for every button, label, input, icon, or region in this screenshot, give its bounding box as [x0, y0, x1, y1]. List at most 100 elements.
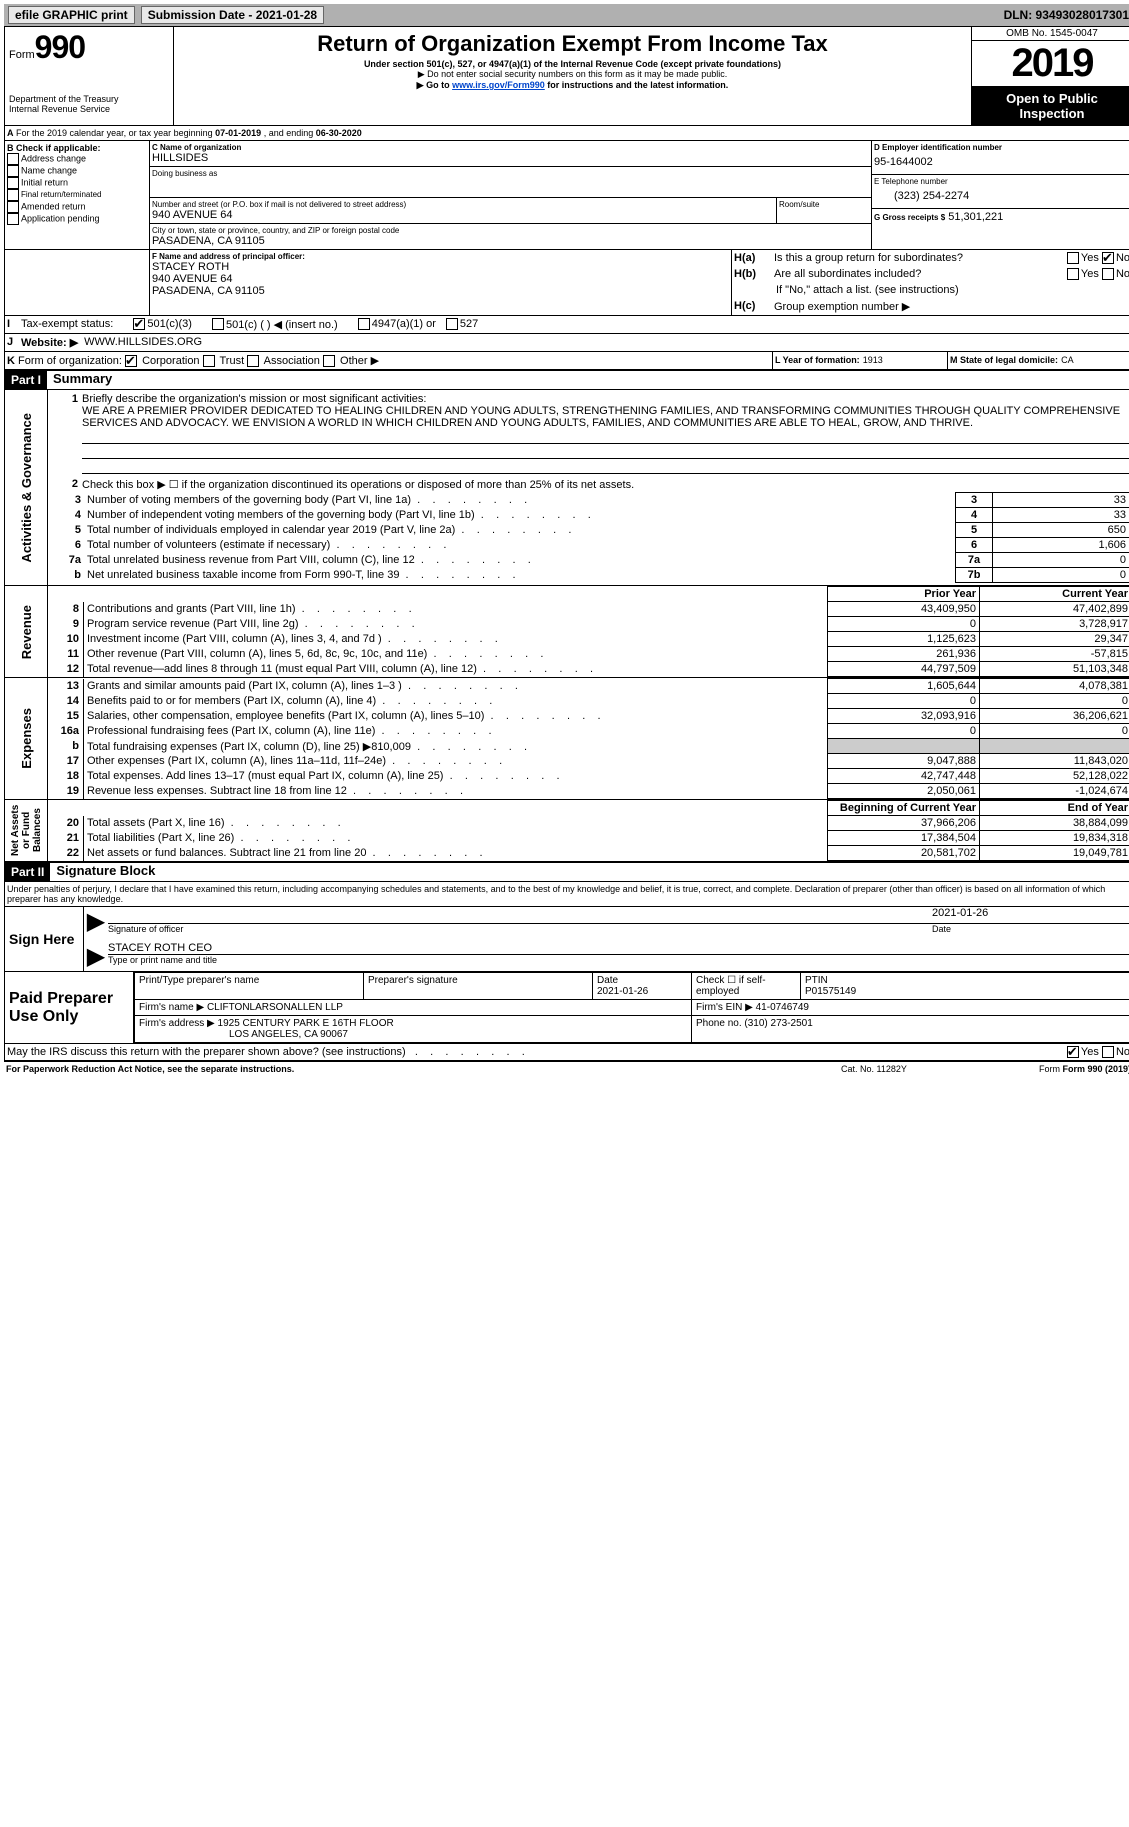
prior-value: 0	[828, 617, 980, 632]
note2-post: for instructions and the latest informat…	[545, 80, 729, 90]
cb-discuss-no[interactable]	[1102, 1046, 1114, 1058]
col-end: End of Year	[980, 801, 1129, 816]
line-value: 650	[993, 523, 1129, 538]
lbl-name-change: Name change	[21, 165, 77, 175]
cb-hb-yes[interactable]	[1067, 268, 1079, 280]
prior-value: 17,384,504	[828, 831, 980, 846]
cb-4947[interactable]	[358, 318, 370, 330]
current-value: 29,347	[980, 632, 1129, 647]
line-num: 14	[48, 694, 84, 709]
officer-name: STACEY ROTH	[152, 261, 729, 273]
cb-final-return[interactable]	[7, 189, 19, 201]
cb-name-change[interactable]	[7, 165, 19, 177]
line-num: 7a	[50, 553, 84, 568]
prior-value: 44,797,509	[828, 662, 980, 677]
firm-ein-value: 41-0746749	[756, 1002, 809, 1013]
line-value: 33	[993, 493, 1129, 508]
cb-other[interactable]	[323, 355, 335, 367]
prep-date-value: 2021-01-26	[597, 986, 648, 997]
cb-assoc[interactable]	[247, 355, 259, 367]
form-name-cell: Form990 Department of the Treasury Inter…	[5, 27, 174, 125]
cb-initial-return[interactable]	[7, 177, 19, 189]
lbl-app-pending: Application pending	[21, 213, 100, 223]
discuss-question: May the IRS discuss this return with the…	[7, 1046, 1067, 1058]
prior-value: 0	[828, 694, 980, 709]
cat-number: Cat. No. 11282Y	[841, 1064, 991, 1074]
box-b-label: B Check if applicable:	[7, 143, 147, 153]
line-num: 12	[48, 662, 84, 677]
line-desc: Total expenses. Add lines 13–17 (must eq…	[84, 769, 828, 784]
hc-question: Group exemption number ▶	[774, 300, 910, 313]
cb-trust[interactable]	[203, 355, 215, 367]
line-num: 19	[48, 784, 84, 799]
irs-link[interactable]: www.irs.gov/Form990	[452, 80, 545, 90]
officer-label: F Name and address of principal officer:	[152, 252, 729, 261]
cb-ha-no[interactable]	[1102, 252, 1114, 264]
current-value: 4,078,381	[980, 679, 1129, 694]
col-begin: Beginning of Current Year	[828, 801, 980, 816]
current-value: 19,049,781	[980, 846, 1129, 861]
line-desc: Total assets (Part X, line 16)	[84, 816, 828, 831]
box-f: F Name and address of principal officer:…	[150, 250, 732, 315]
state-domicile-value: CA	[1061, 355, 1074, 365]
side-netassets: Net Assets or Fund Balances	[5, 800, 48, 861]
form-footer: Form 990 (2019)	[1062, 1064, 1129, 1074]
current-value: 0	[980, 694, 1129, 709]
cb-corp[interactable]	[125, 355, 137, 367]
dln-label: DLN: 93493028017301	[1004, 8, 1129, 22]
prior-value: 42,747,448	[828, 769, 980, 784]
firm-addr-label: Firm's address ▶	[139, 1018, 215, 1029]
street-value: 940 AVENUE 64	[152, 209, 774, 221]
governance-table: 3 Number of voting members of the govern…	[50, 492, 1129, 583]
firm-ein-label: Firm's EIN ▶	[696, 1002, 753, 1013]
k-label: K	[7, 355, 15, 367]
dba-label: Doing business as	[152, 169, 869, 178]
cb-hb-no[interactable]	[1102, 268, 1114, 280]
gross-label: G Gross receipts $	[874, 213, 945, 222]
lbl-yes2: Yes	[1081, 268, 1099, 280]
line-box: 3	[956, 493, 993, 508]
year-cell: OMB No. 1545-0047 2019 Open to Public In…	[972, 27, 1129, 125]
prior-value: 37,966,206	[828, 816, 980, 831]
hc-label: H(c)	[734, 300, 774, 313]
line-desc: Professional fundraising fees (Part IX, …	[84, 724, 828, 739]
line-1-num: 1	[50, 393, 82, 405]
line-desc: Grants and similar amounts paid (Part IX…	[84, 679, 828, 694]
line-value: 0	[993, 553, 1129, 568]
paid-preparer-label: Paid Preparer Use Only	[9, 990, 129, 1026]
paperwork-notice: For Paperwork Reduction Act Notice, see …	[6, 1064, 841, 1074]
note-link: ▶ Go to www.irs.gov/Form990 for instruct…	[178, 80, 967, 91]
prior-value: 261,936	[828, 647, 980, 662]
col-current: Current Year	[980, 587, 1129, 602]
line-desc: Program service revenue (Part VIII, line…	[84, 617, 828, 632]
netassets-table: Beginning of Current YearEnd of Year 20 …	[48, 800, 1129, 861]
efile-print-button[interactable]: efile GRAPHIC print	[8, 6, 135, 24]
current-value: 19,834,318	[980, 831, 1129, 846]
current-value: -57,815	[980, 647, 1129, 662]
side-expenses: Expenses	[5, 678, 48, 799]
ein-value: 95-1644002	[874, 152, 1129, 172]
cb-501c3[interactable]	[133, 318, 145, 330]
subtitle: Under section 501(c), 527, or 4947(a)(1)…	[178, 59, 967, 69]
part1-title: Summary	[47, 371, 112, 389]
expenses-table: 13 Grants and similar amounts paid (Part…	[48, 678, 1129, 799]
cb-address-change[interactable]	[7, 153, 19, 165]
line-desc: Net assets or fund balances. Subtract li…	[84, 846, 828, 861]
cb-ha-yes[interactable]	[1067, 252, 1079, 264]
line-desc: Salaries, other compensation, employee b…	[84, 709, 828, 724]
firm-name-label: Firm's name ▶	[139, 1002, 204, 1013]
prior-value: 20,581,702	[828, 846, 980, 861]
cb-app-pending[interactable]	[7, 213, 19, 225]
cb-discuss-yes[interactable]	[1067, 1046, 1079, 1058]
submission-date-button[interactable]: Submission Date - 2021-01-28	[141, 6, 324, 24]
state-domicile-label: M State of legal domicile:	[950, 355, 1058, 365]
box-c-label: C Name of organization	[152, 143, 869, 152]
cb-amended[interactable]	[7, 201, 19, 213]
cb-527[interactable]	[446, 318, 458, 330]
period-mid: , and ending	[264, 128, 316, 138]
top-toolbar: efile GRAPHIC print Submission Date - 20…	[4, 4, 1129, 26]
website-value: WWW.HILLSIDES.ORG	[84, 336, 202, 349]
cb-501c[interactable]	[212, 318, 224, 330]
line-2-num: 2	[50, 478, 82, 490]
line-desc: Other revenue (Part VIII, column (A), li…	[84, 647, 828, 662]
